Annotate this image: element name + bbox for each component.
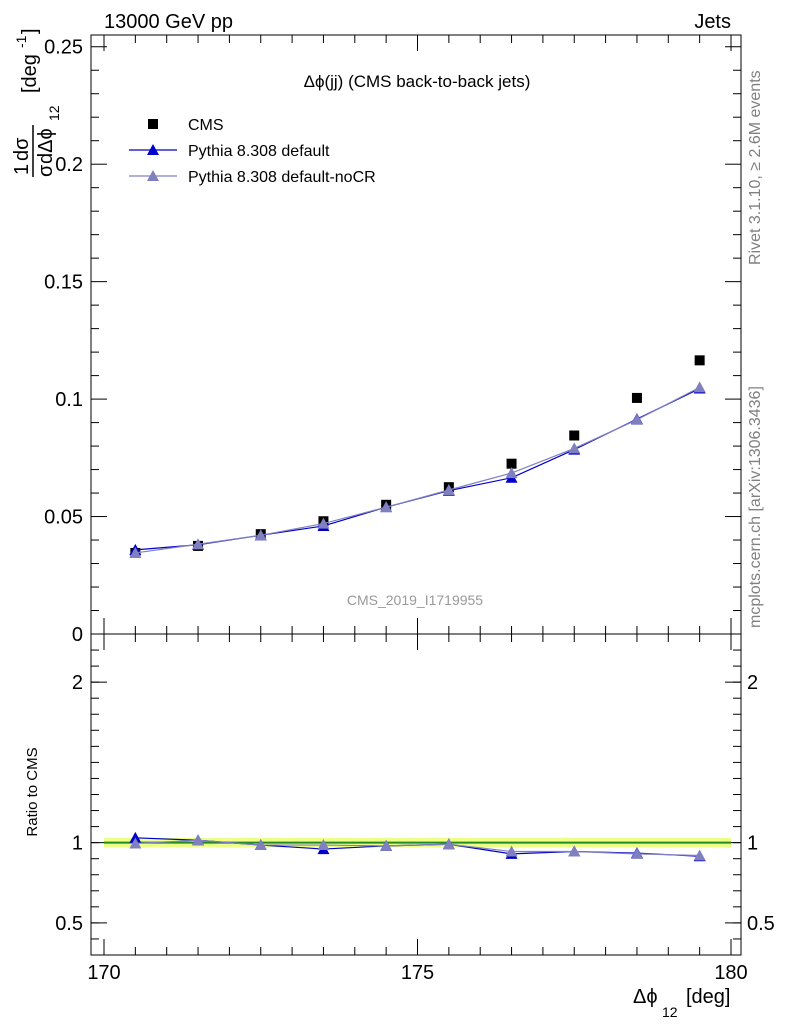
ratio-y-tick-label: 1 xyxy=(72,833,83,855)
svg-text:1: 1 xyxy=(11,164,33,175)
svg-text:12: 12 xyxy=(46,105,62,121)
ratio-y-tick-label-right: 0.5 xyxy=(747,913,775,935)
ratio-point-1 xyxy=(693,849,706,861)
ratio-point-1 xyxy=(317,839,330,851)
svg-text:[deg: [deg xyxy=(19,54,41,93)
svg-text:[deg]: [deg] xyxy=(686,986,730,1008)
legend-label-1: Pythia 8.308 default xyxy=(188,143,330,160)
series-line-2 xyxy=(135,386,700,554)
ratio-line-1 xyxy=(135,839,700,857)
series-point-2 xyxy=(317,517,330,529)
cms-data-point xyxy=(569,430,580,441)
svg-text:σ: σ xyxy=(35,164,57,177)
cms-data-point xyxy=(631,392,642,403)
main-y-tick-label: 0.25 xyxy=(44,37,83,59)
svg-text:Δϕ: Δϕ xyxy=(633,986,658,1008)
cms-data-point xyxy=(694,355,705,366)
svg-text:]: ] xyxy=(19,28,41,34)
legend-label-2: Pythia 8.308 default-noCR xyxy=(188,169,376,186)
header-left: 13000 GeV pp xyxy=(104,11,233,33)
series-point-2 xyxy=(254,529,267,541)
cms-data-point xyxy=(506,458,517,469)
svg-text:12: 12 xyxy=(662,1004,678,1020)
legend-marker-1 xyxy=(147,144,159,155)
legend-marker-2 xyxy=(147,170,159,181)
main-y-tick-label: 0.05 xyxy=(44,507,83,529)
legend-marker-cms xyxy=(148,119,158,129)
ratio-point-0 xyxy=(129,831,142,843)
main-y-tick-label: 0.1 xyxy=(55,389,83,411)
legend-label-0: CMS xyxy=(188,117,224,134)
ratio-y-tick-label: 0.5 xyxy=(55,913,83,935)
ratio-frame xyxy=(90,633,742,956)
ratio-point-1 xyxy=(630,847,643,859)
series-point-2 xyxy=(630,413,643,425)
series-point-2 xyxy=(568,442,581,454)
main-y-tick-label: 0 xyxy=(72,624,83,646)
main-y-tick-label: 0.15 xyxy=(44,272,83,294)
analysis-watermark: CMS_2019_I1719955 xyxy=(347,592,483,608)
ratio-point-1 xyxy=(254,839,267,851)
ratio-point-1 xyxy=(568,845,581,857)
svg-text:-1: -1 xyxy=(13,35,29,48)
ratio-point-1 xyxy=(129,837,142,849)
svg-text:dσ: dσ xyxy=(11,137,33,161)
series-line-1 xyxy=(135,387,700,551)
series-point-2 xyxy=(380,501,393,513)
ratio-y-axis-label: Ratio to CMS xyxy=(24,747,41,836)
series-point-2 xyxy=(442,484,455,496)
header-right: Jets xyxy=(694,11,731,33)
ratio-point-1 xyxy=(380,839,393,851)
series-point-2 xyxy=(192,538,205,550)
ratio-point-1 xyxy=(192,834,205,846)
x-tick-label: 170 xyxy=(87,962,120,984)
x-tick-label: 180 xyxy=(714,962,747,984)
svg-text:dΔϕ: dΔϕ xyxy=(35,128,57,164)
series-point-2 xyxy=(129,546,142,558)
series-point-2 xyxy=(693,381,706,393)
main-y-tick-label: 0.2 xyxy=(55,154,83,176)
series-point-2 xyxy=(505,467,518,479)
ratio-point-1 xyxy=(442,838,455,850)
main-panel: Δϕ(jj) (CMS back-to-back jets) CMS_2019_… xyxy=(11,28,742,646)
x-axis-label: Δϕ 12 [deg] xyxy=(633,986,730,1020)
x-tick-label: 175 xyxy=(401,962,434,984)
rivet-version-text: Rivet 3.1.10, ≥ 2.6M events xyxy=(747,70,764,265)
plot-title: Δϕ(jj) (CMS back-to-back jets) xyxy=(304,72,531,91)
ratio-y-tick-label-right: 1 xyxy=(747,833,758,855)
ratio-point-1 xyxy=(505,845,518,857)
ratio-y-tick-label-right: 2 xyxy=(747,672,758,694)
main-y-axis-label: 1 dσ σ dΔϕ 12 [deg -1 ] xyxy=(11,28,62,177)
mcplots-text: mcplots.cern.ch [arXiv:1306.3436] xyxy=(747,386,764,628)
ratio-y-tick-label: 2 xyxy=(72,672,83,694)
